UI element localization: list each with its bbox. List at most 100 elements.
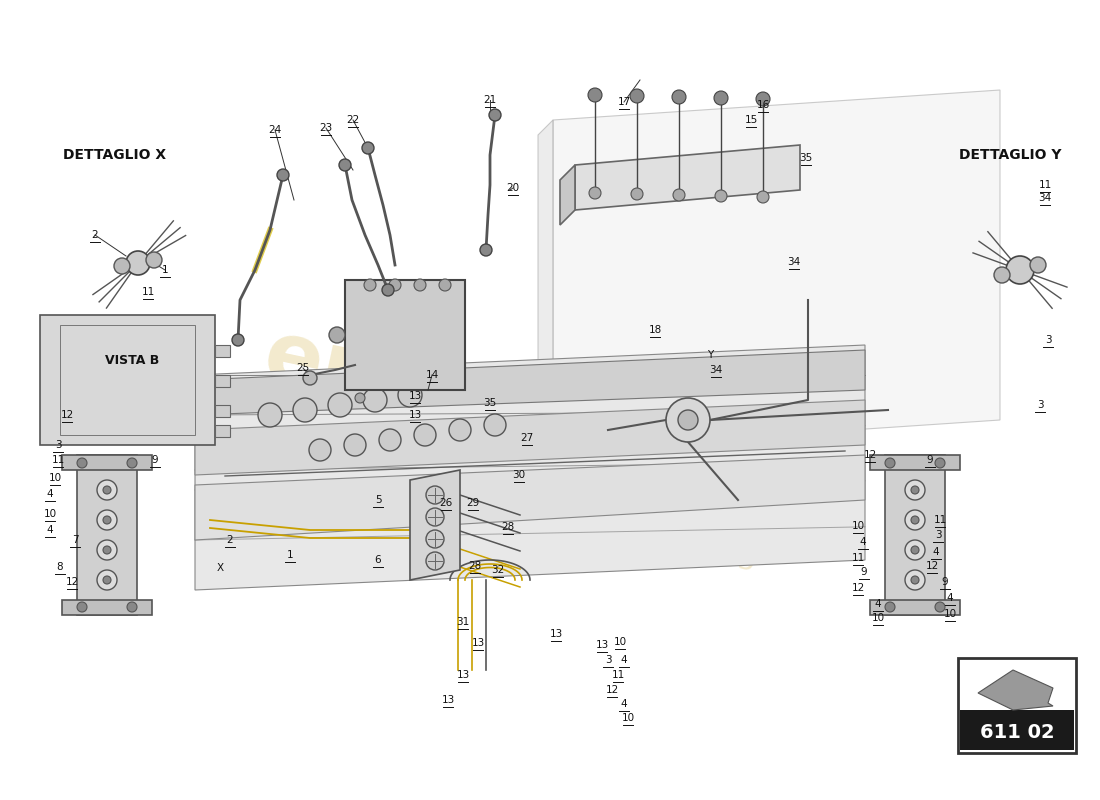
- Bar: [960, 710, 1074, 750]
- Circle shape: [103, 516, 111, 524]
- Circle shape: [666, 398, 710, 442]
- Text: 12: 12: [864, 450, 877, 460]
- Circle shape: [414, 424, 436, 446]
- Circle shape: [355, 393, 365, 403]
- Circle shape: [886, 602, 895, 612]
- Circle shape: [379, 429, 401, 451]
- Text: 35: 35: [483, 398, 496, 408]
- Circle shape: [103, 546, 111, 554]
- Text: euroricambi: euroricambi: [256, 314, 844, 518]
- Circle shape: [484, 414, 506, 436]
- Text: 4: 4: [860, 537, 867, 547]
- Circle shape: [77, 458, 87, 468]
- Polygon shape: [978, 670, 1053, 710]
- Text: 1: 1: [287, 550, 294, 560]
- Text: 13: 13: [441, 695, 454, 705]
- Text: 13: 13: [549, 629, 562, 639]
- Circle shape: [439, 279, 451, 291]
- Text: 18: 18: [648, 325, 661, 335]
- Text: 24: 24: [268, 125, 282, 135]
- Circle shape: [293, 398, 317, 422]
- Polygon shape: [195, 345, 865, 590]
- Circle shape: [277, 169, 289, 181]
- Polygon shape: [77, 455, 138, 615]
- Polygon shape: [345, 280, 465, 390]
- Circle shape: [994, 267, 1010, 283]
- Text: 9: 9: [926, 455, 933, 465]
- Text: 28: 28: [469, 561, 482, 571]
- Polygon shape: [195, 350, 865, 415]
- Text: 15: 15: [745, 115, 758, 125]
- Text: 35: 35: [800, 153, 813, 163]
- Text: 12: 12: [65, 577, 78, 587]
- Circle shape: [97, 570, 117, 590]
- Circle shape: [449, 419, 471, 441]
- Circle shape: [426, 508, 444, 526]
- Text: 13: 13: [595, 640, 608, 650]
- Circle shape: [905, 540, 925, 560]
- Text: 11: 11: [52, 455, 65, 465]
- Text: 21: 21: [483, 95, 496, 105]
- Circle shape: [309, 439, 331, 461]
- Text: 2: 2: [91, 230, 98, 240]
- Polygon shape: [62, 455, 152, 470]
- Text: 3: 3: [935, 530, 942, 540]
- Text: 4: 4: [947, 593, 954, 603]
- Circle shape: [757, 191, 769, 203]
- Text: 16: 16: [757, 100, 770, 110]
- Text: 12: 12: [925, 561, 938, 571]
- Circle shape: [630, 89, 644, 103]
- Text: 12: 12: [60, 410, 74, 420]
- Circle shape: [905, 570, 925, 590]
- Text: 10: 10: [43, 509, 56, 519]
- Circle shape: [935, 602, 945, 612]
- Text: 3: 3: [605, 655, 612, 665]
- Circle shape: [905, 510, 925, 530]
- Text: 7: 7: [72, 535, 78, 545]
- Text: 3: 3: [55, 440, 62, 450]
- Text: 9: 9: [152, 455, 158, 465]
- Circle shape: [911, 546, 918, 554]
- Circle shape: [97, 480, 117, 500]
- Circle shape: [714, 91, 728, 105]
- Text: VISTA B: VISTA B: [104, 354, 160, 366]
- Text: 3: 3: [1036, 400, 1043, 410]
- Text: a passion for parts since 1985: a passion for parts since 1985: [342, 462, 758, 578]
- Bar: [214, 425, 230, 437]
- Text: 12: 12: [605, 685, 618, 695]
- Circle shape: [77, 602, 87, 612]
- Bar: [958, 658, 1076, 753]
- Circle shape: [905, 480, 925, 500]
- Text: 9: 9: [942, 577, 948, 587]
- Circle shape: [389, 279, 402, 291]
- Circle shape: [362, 142, 374, 154]
- Text: 4: 4: [46, 525, 53, 535]
- Circle shape: [911, 576, 918, 584]
- Circle shape: [756, 92, 770, 106]
- Circle shape: [426, 530, 444, 548]
- Text: 34: 34: [1038, 193, 1052, 203]
- Circle shape: [631, 188, 644, 200]
- Text: 25: 25: [296, 363, 309, 373]
- Polygon shape: [870, 455, 960, 470]
- Circle shape: [911, 516, 918, 524]
- Text: 5: 5: [375, 495, 382, 505]
- Text: 13: 13: [408, 391, 421, 401]
- Text: 9: 9: [860, 567, 867, 577]
- Circle shape: [426, 486, 444, 504]
- Text: 34: 34: [710, 365, 723, 375]
- Text: 8: 8: [57, 562, 64, 572]
- Circle shape: [363, 388, 387, 412]
- Text: 10: 10: [48, 473, 62, 483]
- Bar: [960, 660, 1074, 712]
- Text: 4: 4: [620, 655, 627, 665]
- Circle shape: [126, 458, 138, 468]
- Circle shape: [97, 510, 117, 530]
- Circle shape: [1030, 257, 1046, 273]
- Text: 4: 4: [874, 599, 881, 609]
- Text: 12: 12: [851, 583, 865, 593]
- Text: 11: 11: [142, 287, 155, 297]
- Text: 10: 10: [944, 609, 957, 619]
- Circle shape: [886, 458, 895, 468]
- Text: 29: 29: [466, 498, 480, 508]
